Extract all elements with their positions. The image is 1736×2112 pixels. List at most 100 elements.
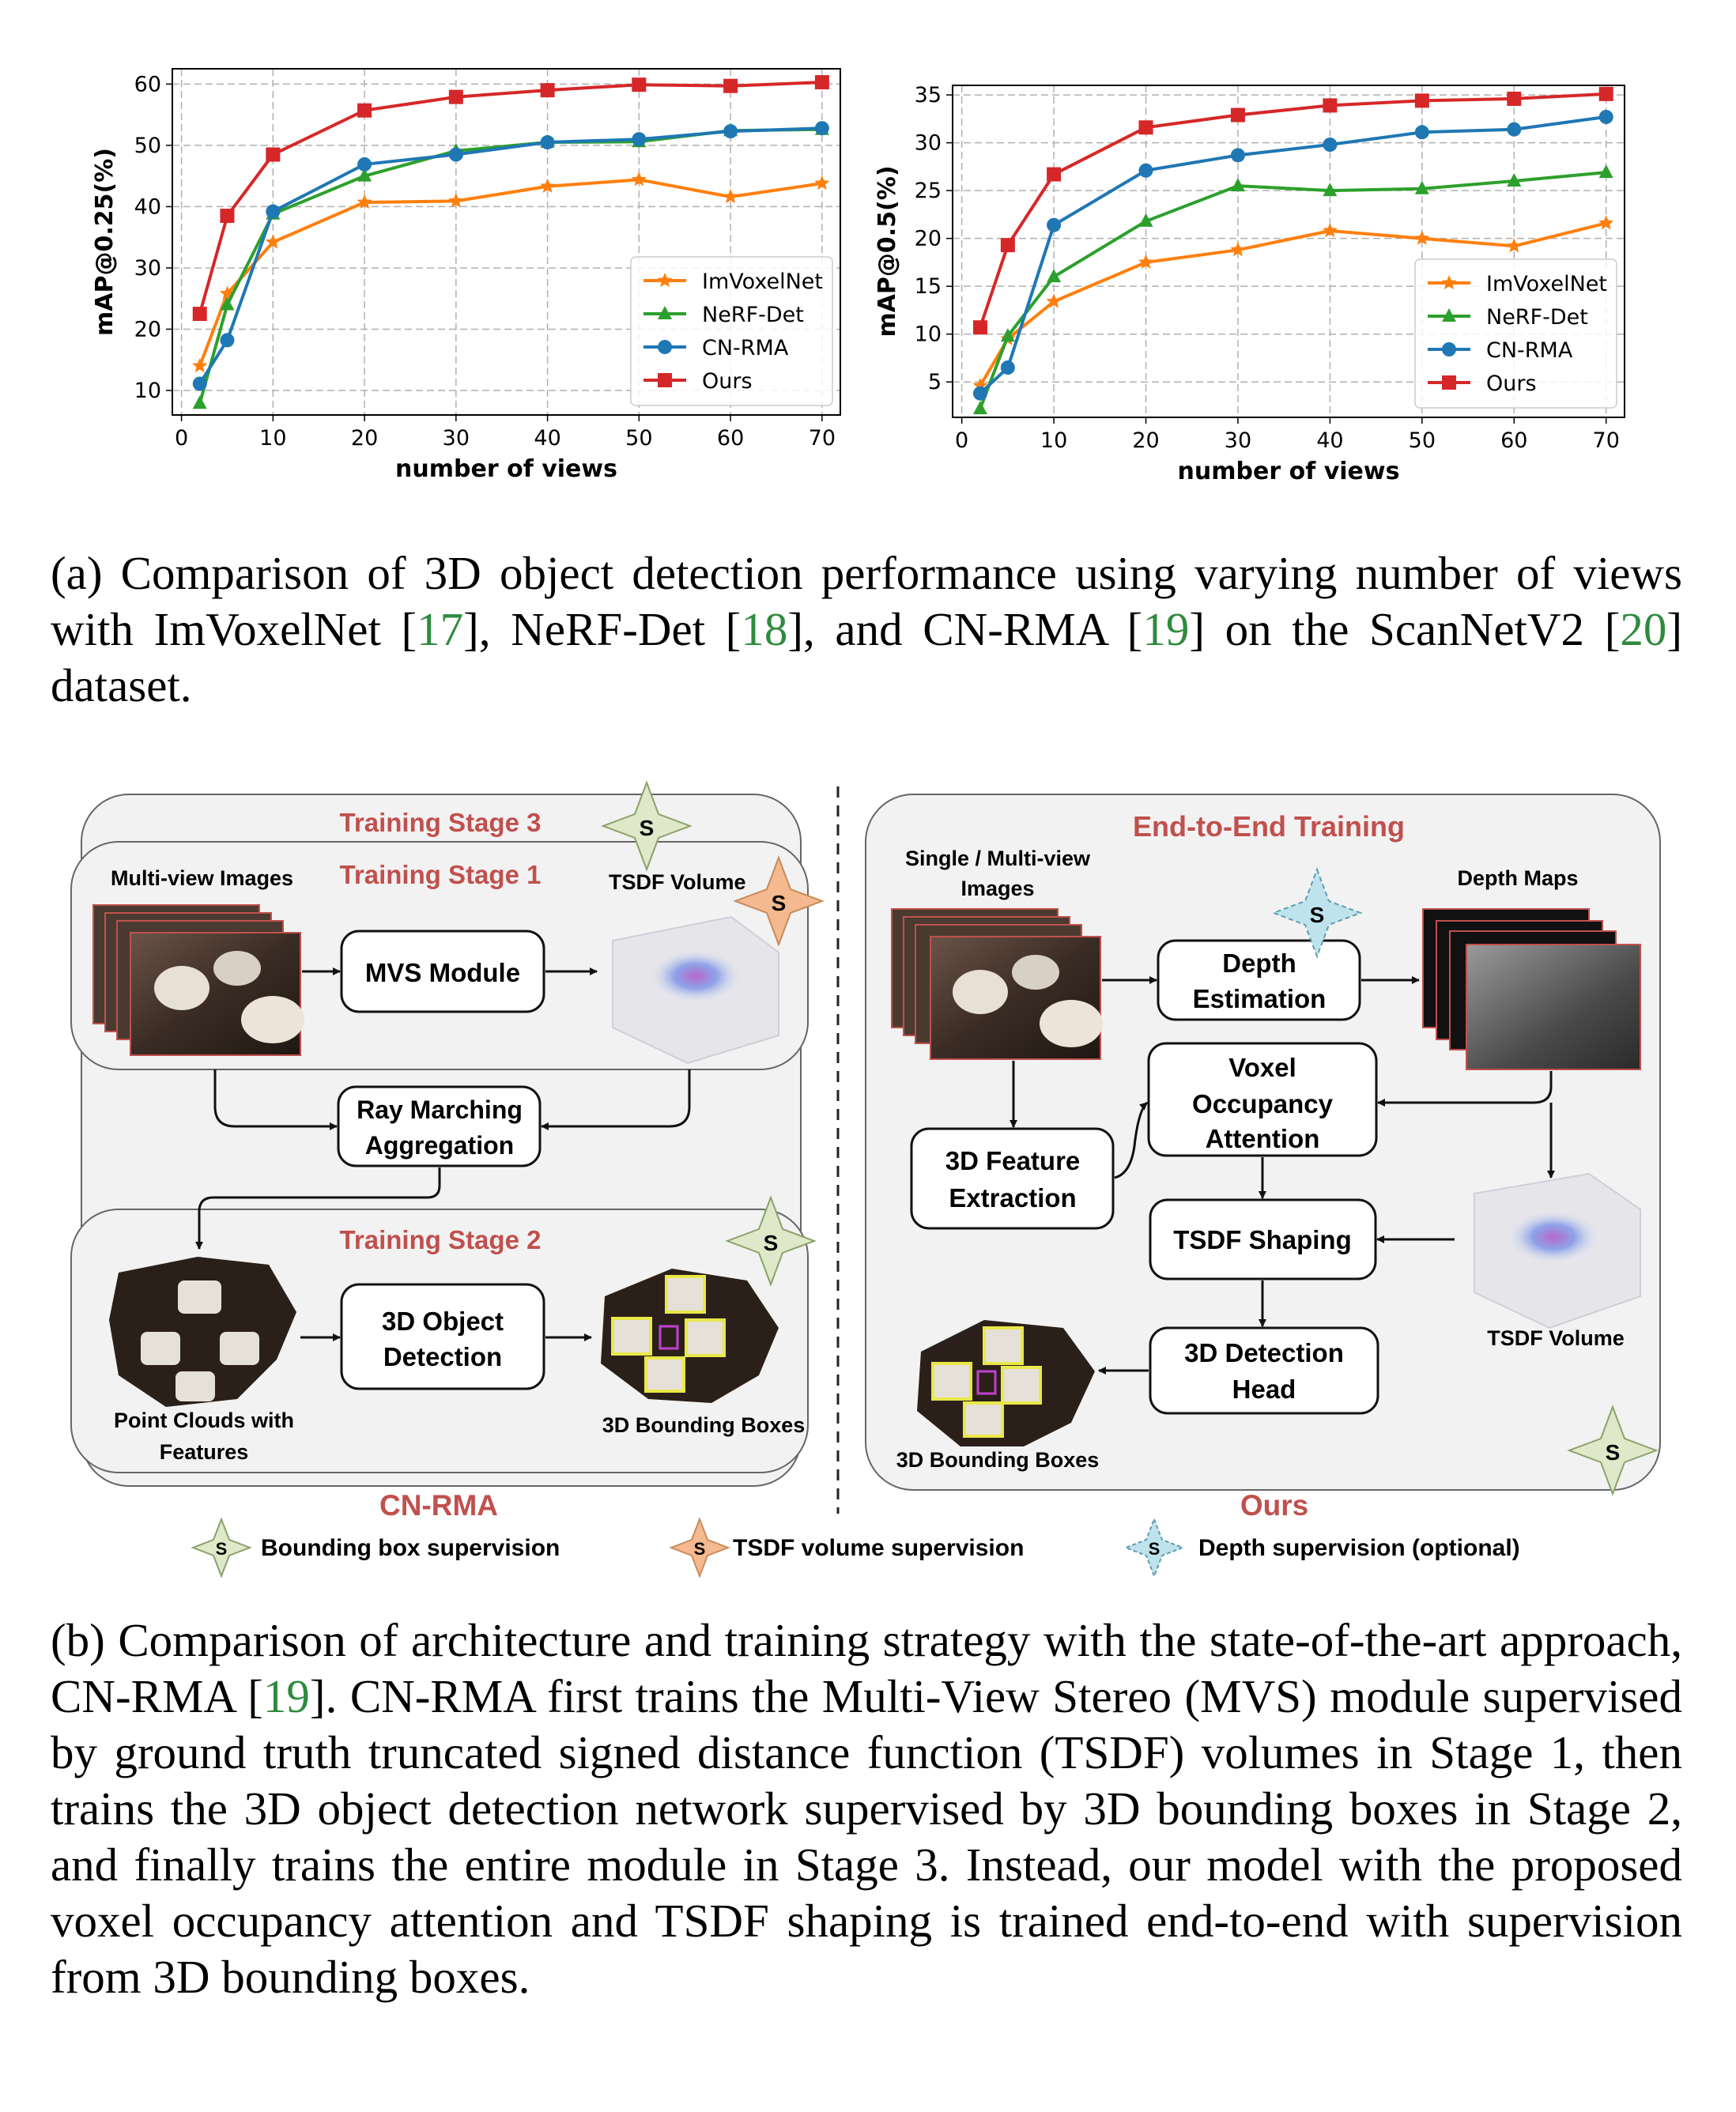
legend-label: ImVoxelNet (1486, 272, 1607, 296)
citation-link[interactable]: 19 (262, 1670, 310, 1722)
tsdf-volume-cube (612, 915, 779, 1065)
data-point (1323, 98, 1338, 113)
data-point (1442, 308, 1456, 322)
x-tick-label: 70 (1593, 428, 1620, 453)
data-point (192, 395, 207, 409)
data-point (448, 89, 463, 104)
data-point (1230, 148, 1245, 163)
bbox-supervision-legend-icon: S (191, 1517, 252, 1578)
depth-supervision-badge: S (1271, 867, 1363, 959)
legend-label: Ours (702, 369, 753, 394)
citation-link[interactable]: 19 (1142, 603, 1190, 655)
data-point (1414, 180, 1429, 194)
detection-head-box (1149, 1326, 1379, 1415)
point-cloud-image (109, 1257, 296, 1407)
data-point (1138, 120, 1153, 135)
x-tick-label: 60 (717, 426, 744, 451)
voxel-occupancy-label: Attention (1206, 1124, 1320, 1153)
legend-label: NeRF-Det (702, 303, 804, 327)
cn-rma-panel: Training Stage 3 Training Stage 1 Traini… (70, 780, 825, 1522)
object-detection-label: Detection (383, 1342, 502, 1371)
y-tick-label: 60 (134, 72, 161, 96)
ours-panel: End-to-End Training Single / Multi-view … (865, 794, 1661, 1522)
citation-link[interactable]: 20 (1620, 603, 1667, 655)
arrow (1114, 1101, 1149, 1179)
x-tick-label: 10 (259, 426, 286, 451)
data-point (658, 340, 672, 354)
data-point (540, 178, 556, 193)
ours-title: Ours (1240, 1489, 1308, 1522)
data-point (814, 175, 830, 190)
y-tick-label: 10 (915, 322, 942, 347)
cn-rma-title: CN-RMA (379, 1489, 498, 1522)
multiview-images-label: Multi-view Images (111, 866, 293, 890)
data-point (1598, 215, 1614, 230)
data-point (1047, 167, 1062, 182)
chart-legend: ImVoxelNet NeRF-Det CN-RMA Ours (1414, 258, 1617, 409)
detection-head-label: 3D Detection (1184, 1338, 1344, 1367)
data-point (1414, 125, 1429, 140)
plot-frame (172, 68, 841, 416)
series-cn-rma (972, 109, 1613, 401)
chart-legend: ImVoxelNet NeRF-Det CN-RMA Ours (630, 256, 833, 406)
tsdf-volume-label: TSDF Volume (609, 870, 746, 894)
data-point (814, 75, 829, 90)
tsdf-supervision-legend-icon: S (669, 1517, 730, 1578)
mvs-module-box (340, 930, 545, 1013)
citation-link[interactable]: 18 (741, 603, 788, 655)
depth-estimation-label: Depth (1222, 949, 1296, 978)
badge-letter: S (1149, 1539, 1160, 1559)
data-point (1507, 122, 1522, 137)
images-label: Single / Multi-view (905, 847, 1091, 870)
data-point (632, 132, 647, 147)
data-point (1046, 293, 1062, 308)
chart-map-05: 0 10 20 30 40 50 60 70 5 10 15 20 25 30 35 number of vi… (874, 83, 1625, 485)
x-tick-label: 50 (1409, 428, 1436, 453)
depth-supervision-label: Depth supervision (optional) (1198, 1535, 1520, 1561)
x-tick-label: 20 (351, 426, 378, 451)
depth-maps-label: Depth Maps (1457, 866, 1578, 890)
caption-b: (b) Comparison of architecture and train… (51, 1612, 1682, 2005)
x-axis-label: number of views (1178, 458, 1400, 485)
data-point (220, 333, 235, 348)
depth-maps-stack (1422, 908, 1641, 1070)
bounding-boxes-label: 3D Bounding Boxes (602, 1413, 806, 1437)
y-tick-label: 30 (915, 131, 942, 156)
citation-link[interactable]: 17 (417, 603, 464, 655)
legend-frame (1414, 258, 1617, 409)
data-point (1414, 93, 1429, 108)
feature-extraction-label: 3D Feature (945, 1146, 1081, 1175)
caption-text: ] on the ScanNetV2 [ (1189, 603, 1621, 655)
y-tick-label: 35 (915, 83, 942, 107)
voxel-occupancy-label: Voxel (1228, 1053, 1296, 1082)
stage-1-title: Training Stage 1 (340, 860, 542, 889)
y-tick-label: 5 (928, 370, 942, 394)
data-point (723, 78, 738, 93)
feature-extraction-label: Extraction (949, 1183, 1076, 1213)
plot-frame (952, 85, 1625, 418)
data-point (1507, 173, 1522, 187)
legend-label: ImVoxelNet (702, 270, 823, 294)
stage-2-title: Training Stage 2 (340, 1225, 542, 1254)
data-point (266, 204, 281, 219)
data-point (1000, 360, 1015, 375)
data-point (357, 103, 372, 118)
arrow (195, 1167, 441, 1250)
bounding-boxes-image (917, 1320, 1095, 1446)
bounding-boxes-label: 3D Bounding Boxes (896, 1448, 1100, 1472)
arrow (213, 1069, 338, 1130)
object-detection-box (340, 1283, 545, 1390)
supervision-legend: S Bounding box supervision S TSDF volume… (191, 1517, 1520, 1578)
badge-letter: S (640, 816, 655, 840)
voxel-occupancy-attention-box (1147, 1042, 1378, 1157)
data-point (448, 193, 464, 208)
caption-text: ] dataset. (51, 603, 1682, 711)
caption-a: (a) Comparison of 3D object detection pe… (51, 545, 1682, 714)
y-tick-label: 20 (915, 227, 942, 251)
x-tick-label: 70 (809, 426, 836, 451)
data-point (357, 157, 372, 172)
series-ours (192, 75, 829, 322)
badge-letter: S (772, 891, 787, 915)
data-point (1047, 269, 1062, 283)
data-point (1323, 183, 1338, 197)
